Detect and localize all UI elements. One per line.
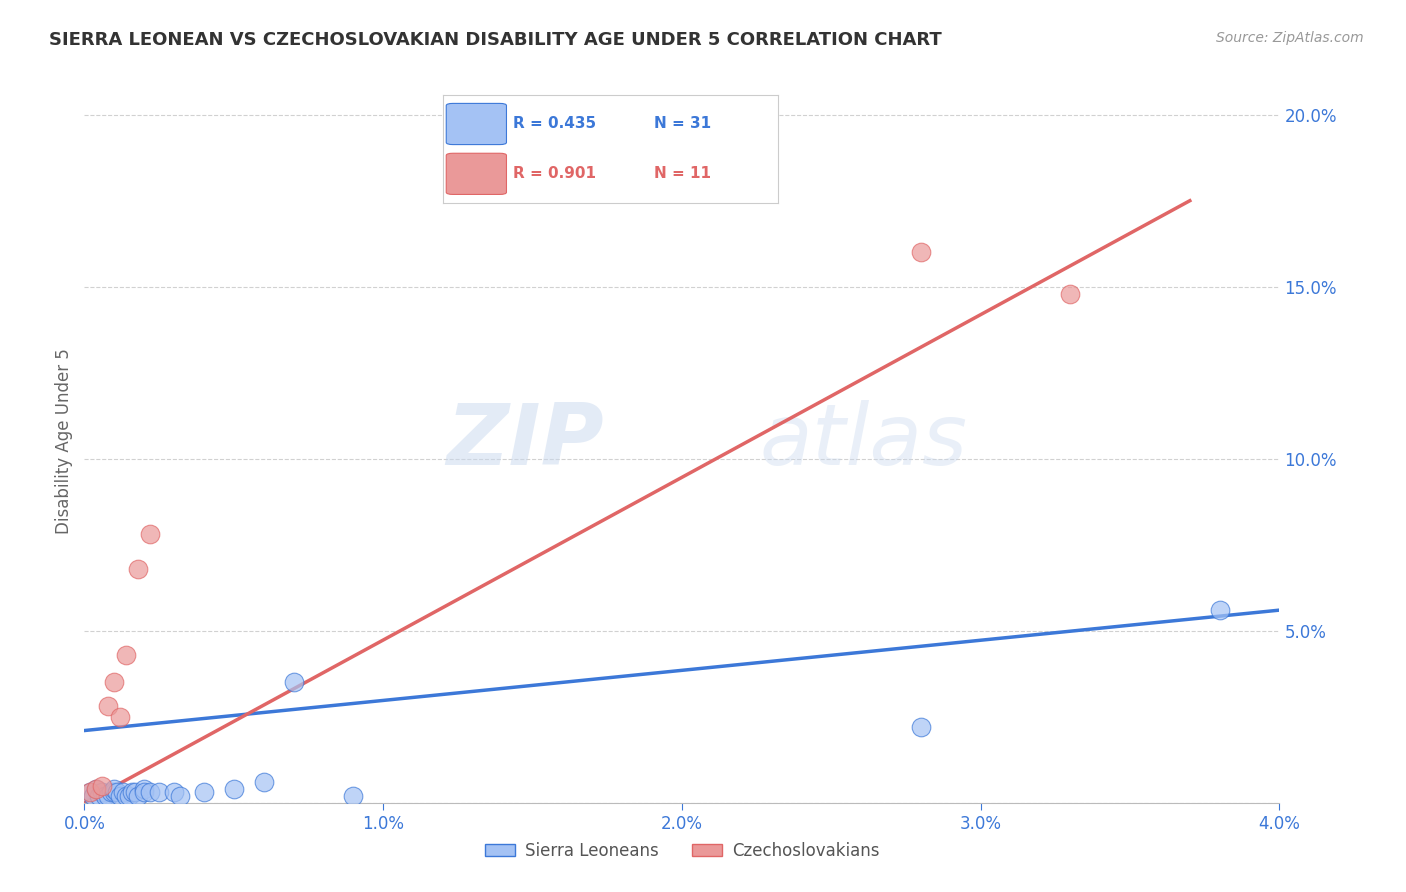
Point: [82, 789, 104, 803]
Point: [91, 785, 114, 799]
Point: [910, 245, 932, 260]
Point: [97, 789, 120, 803]
Point: [132, 782, 156, 797]
Point: [94, 789, 117, 803]
Y-axis label: Disability Age Under 5: Disability Age Under 5: [55, 349, 73, 534]
Point: [127, 789, 149, 803]
Text: atlas: atlas: [759, 400, 967, 483]
Point: [148, 785, 170, 799]
Point: [169, 789, 191, 803]
Point: [193, 785, 215, 799]
Point: [97, 699, 120, 714]
Point: [86, 782, 108, 797]
Point: [139, 527, 162, 541]
Point: [79, 785, 101, 799]
Point: [91, 779, 114, 793]
Point: [86, 782, 108, 797]
Point: [283, 675, 305, 690]
Text: ZIP: ZIP: [447, 400, 605, 483]
Point: [115, 789, 138, 803]
Point: [103, 782, 125, 797]
Legend: Sierra Leoneans, Czechoslovakians: Sierra Leoneans, Czechoslovakians: [478, 836, 886, 867]
Point: [100, 785, 122, 799]
Point: [127, 562, 149, 576]
Text: SIERRA LEONEAN VS CZECHOSLOVAKIAN DISABILITY AGE UNDER 5 CORRELATION CHART: SIERRA LEONEAN VS CZECHOSLOVAKIAN DISABI…: [49, 31, 942, 49]
Point: [1209, 603, 1232, 617]
Point: [121, 785, 143, 799]
Point: [342, 789, 364, 803]
Point: [132, 785, 156, 799]
Point: [139, 785, 162, 799]
Point: [89, 789, 111, 803]
Text: Source: ZipAtlas.com: Source: ZipAtlas.com: [1216, 31, 1364, 45]
Point: [115, 648, 138, 662]
Point: [253, 775, 276, 789]
Point: [112, 785, 135, 799]
Point: [910, 720, 932, 734]
Point: [118, 789, 141, 803]
Point: [105, 785, 128, 799]
Point: [103, 675, 125, 690]
Point: [163, 785, 186, 799]
Point: [110, 789, 132, 803]
Point: [79, 785, 101, 799]
Point: [1059, 286, 1081, 301]
Point: [124, 785, 146, 799]
Point: [110, 710, 132, 724]
Point: [222, 782, 245, 797]
Point: [103, 785, 125, 799]
